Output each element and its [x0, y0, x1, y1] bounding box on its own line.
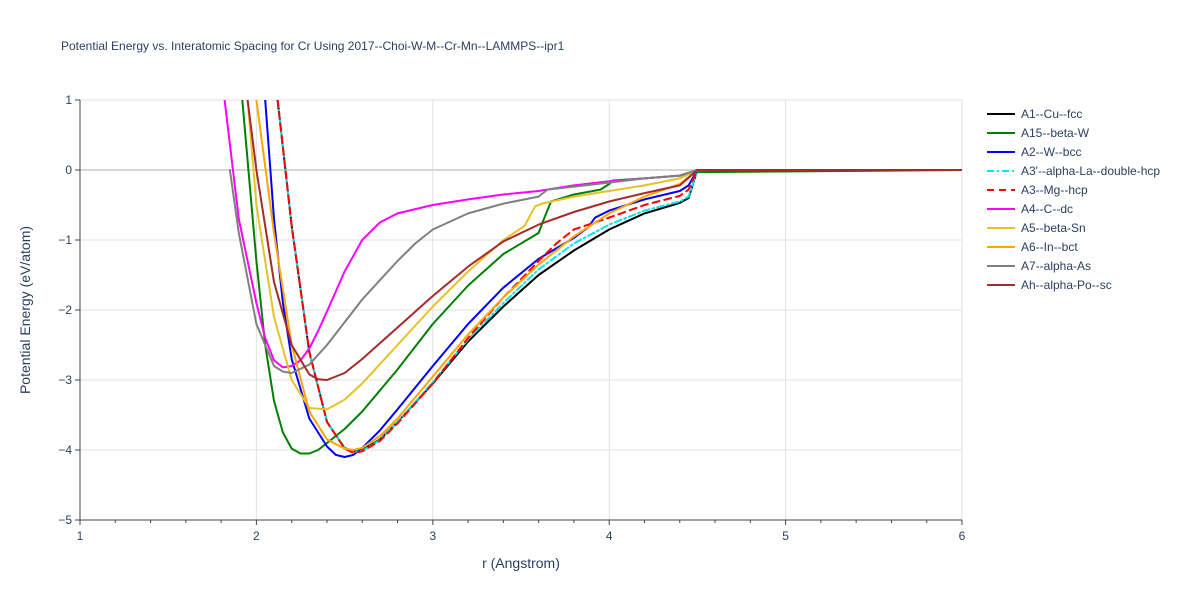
legend-label: Ah--alpha-Po--sc	[1021, 278, 1112, 292]
legend-label: A4--C--dc	[1021, 202, 1073, 216]
series-line	[223, 100, 962, 369]
legend-item[interactable]: Ah--alpha-Po--sc	[987, 278, 1112, 292]
legend-label: A3'--alpha-La--double-hcp	[1021, 164, 1160, 178]
gridlines	[80, 99, 963, 520]
x-tick-label: 2	[253, 529, 260, 543]
legend-item[interactable]: A6--In--bct	[987, 240, 1078, 254]
series-line	[228, 169, 962, 374]
y-tick-label: −2	[58, 303, 72, 317]
x-axis-title: r (Angstrom)	[482, 555, 560, 571]
x-tick-label: 4	[606, 529, 613, 543]
legend-item[interactable]: A15--beta-W	[987, 126, 1090, 140]
legend-item[interactable]: A3--Mg--hcp	[987, 183, 1088, 197]
series-line	[264, 100, 962, 458]
series-line	[276, 100, 962, 454]
y-axis-title: Potential Energy (eV/atom)	[17, 226, 33, 394]
legend[interactable]: A1--Cu--fcc A15--beta-W A2--W--bcc A3'--alp…	[987, 107, 1160, 292]
legend-label: A5--beta-Sn	[1021, 221, 1086, 235]
legend-label: A2--W--bcc	[1021, 145, 1081, 159]
chart-title: Potential Energy vs. Interatomic Spacing…	[61, 39, 565, 53]
legend-label: A1--Cu--fcc	[1021, 107, 1082, 121]
x-tick-label: 3	[429, 529, 436, 543]
legend-item[interactable]: A2--W--bcc	[987, 145, 1081, 159]
series-line	[246, 100, 962, 411]
x-tick-label: 6	[959, 529, 966, 543]
series-lines	[223, 100, 962, 458]
x-tick-label: 1	[77, 529, 84, 543]
y-tick-label: −1	[58, 233, 72, 247]
y-tick-label: 0	[65, 163, 72, 177]
axis-ticks: 1 2 3 4 5 6 1 0 −1 −2 −3 −4 −5	[58, 93, 965, 543]
y-tick-label: 1	[65, 93, 72, 107]
legend-label: A6--In--bct	[1021, 240, 1078, 254]
legend-item[interactable]: A7--alpha-As	[987, 259, 1091, 273]
x-tick-label: 5	[782, 529, 789, 543]
legend-label: A3--Mg--hcp	[1021, 183, 1088, 197]
legend-label: A15--beta-W	[1021, 126, 1090, 140]
series-line	[246, 100, 962, 381]
y-tick-label: −3	[58, 373, 72, 387]
legend-item[interactable]: A5--beta-Sn	[987, 221, 1086, 235]
legend-item[interactable]: A4--C--dc	[987, 202, 1073, 216]
series-line	[255, 100, 962, 451]
legend-label: A7--alpha-As	[1021, 259, 1091, 273]
legend-item[interactable]: A1--Cu--fcc	[987, 107, 1082, 121]
y-tick-label: −4	[58, 443, 72, 457]
legend-item[interactable]: A3'--alpha-La--double-hcp	[987, 164, 1160, 178]
y-tick-label: −5	[58, 513, 72, 527]
